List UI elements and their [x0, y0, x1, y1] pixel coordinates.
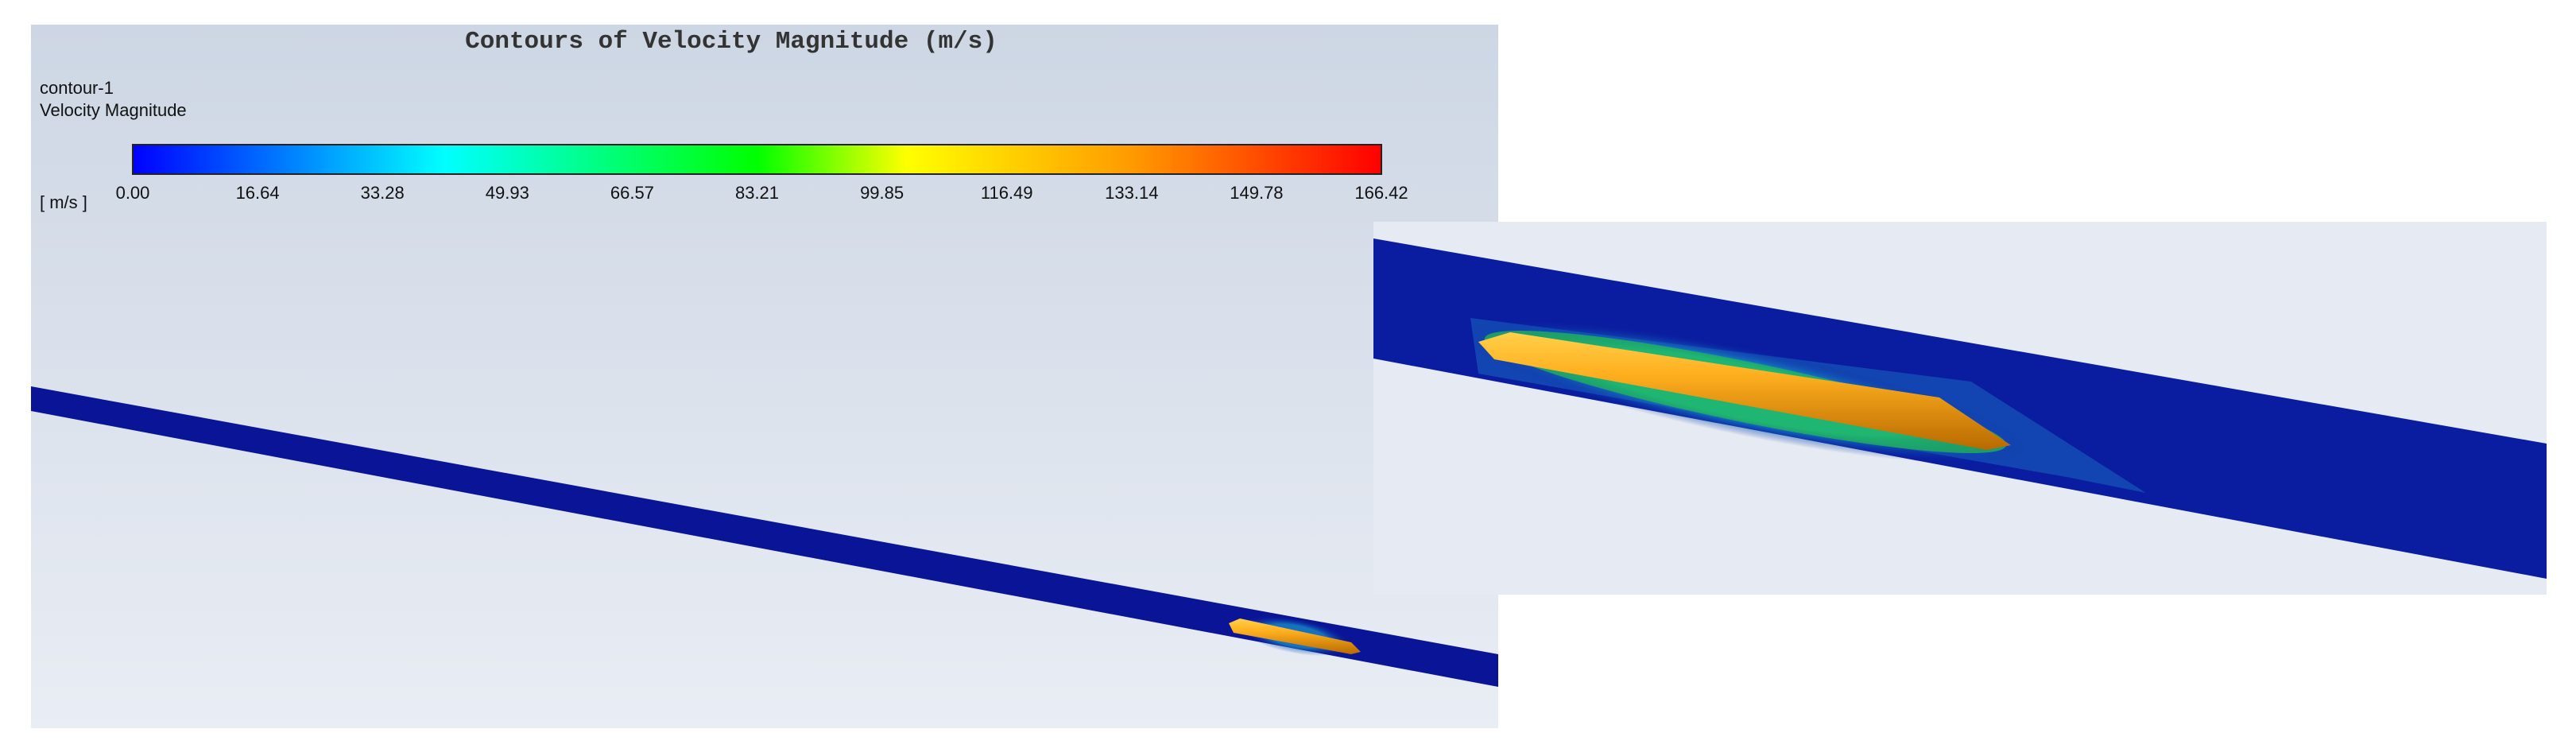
colorbar-tick-label: 99.85: [860, 183, 904, 203]
colorbar-ticks: 0.00 16.64 33.28 49.93 66.57 83.21 99.85 116.49…: [116, 183, 1408, 203]
colorbar-tick-label: 116.49: [981, 183, 1033, 203]
colorbar-tick-label: 0.00: [116, 183, 150, 203]
colorbar-tick-label: 83.21: [735, 183, 779, 203]
colorbar-tick-label: 33.28: [361, 183, 405, 203]
legend-quantity: Velocity Magnitude: [40, 100, 187, 120]
colorbar-tick-label: 16.64: [236, 183, 280, 203]
colorbar-tick-label: 49.93: [486, 183, 529, 203]
colorbar: [132, 144, 1382, 175]
legend-unit: [ m/s ]: [40, 192, 87, 212]
colorbar-tick-label: 133.14: [1105, 183, 1158, 203]
channel: [31, 386, 1498, 687]
title: Contours of Velocity Magnitude (m/s): [465, 28, 997, 56]
colorbar-tick-label: 66.57: [610, 183, 654, 203]
inset-body: [1478, 332, 2011, 450]
body: [1229, 618, 1361, 654]
legend-name: contour-1: [40, 78, 114, 98]
colorbar-tick-label: 149.78: [1230, 183, 1283, 203]
colorbar-tick-label: 166.42: [1354, 183, 1408, 203]
